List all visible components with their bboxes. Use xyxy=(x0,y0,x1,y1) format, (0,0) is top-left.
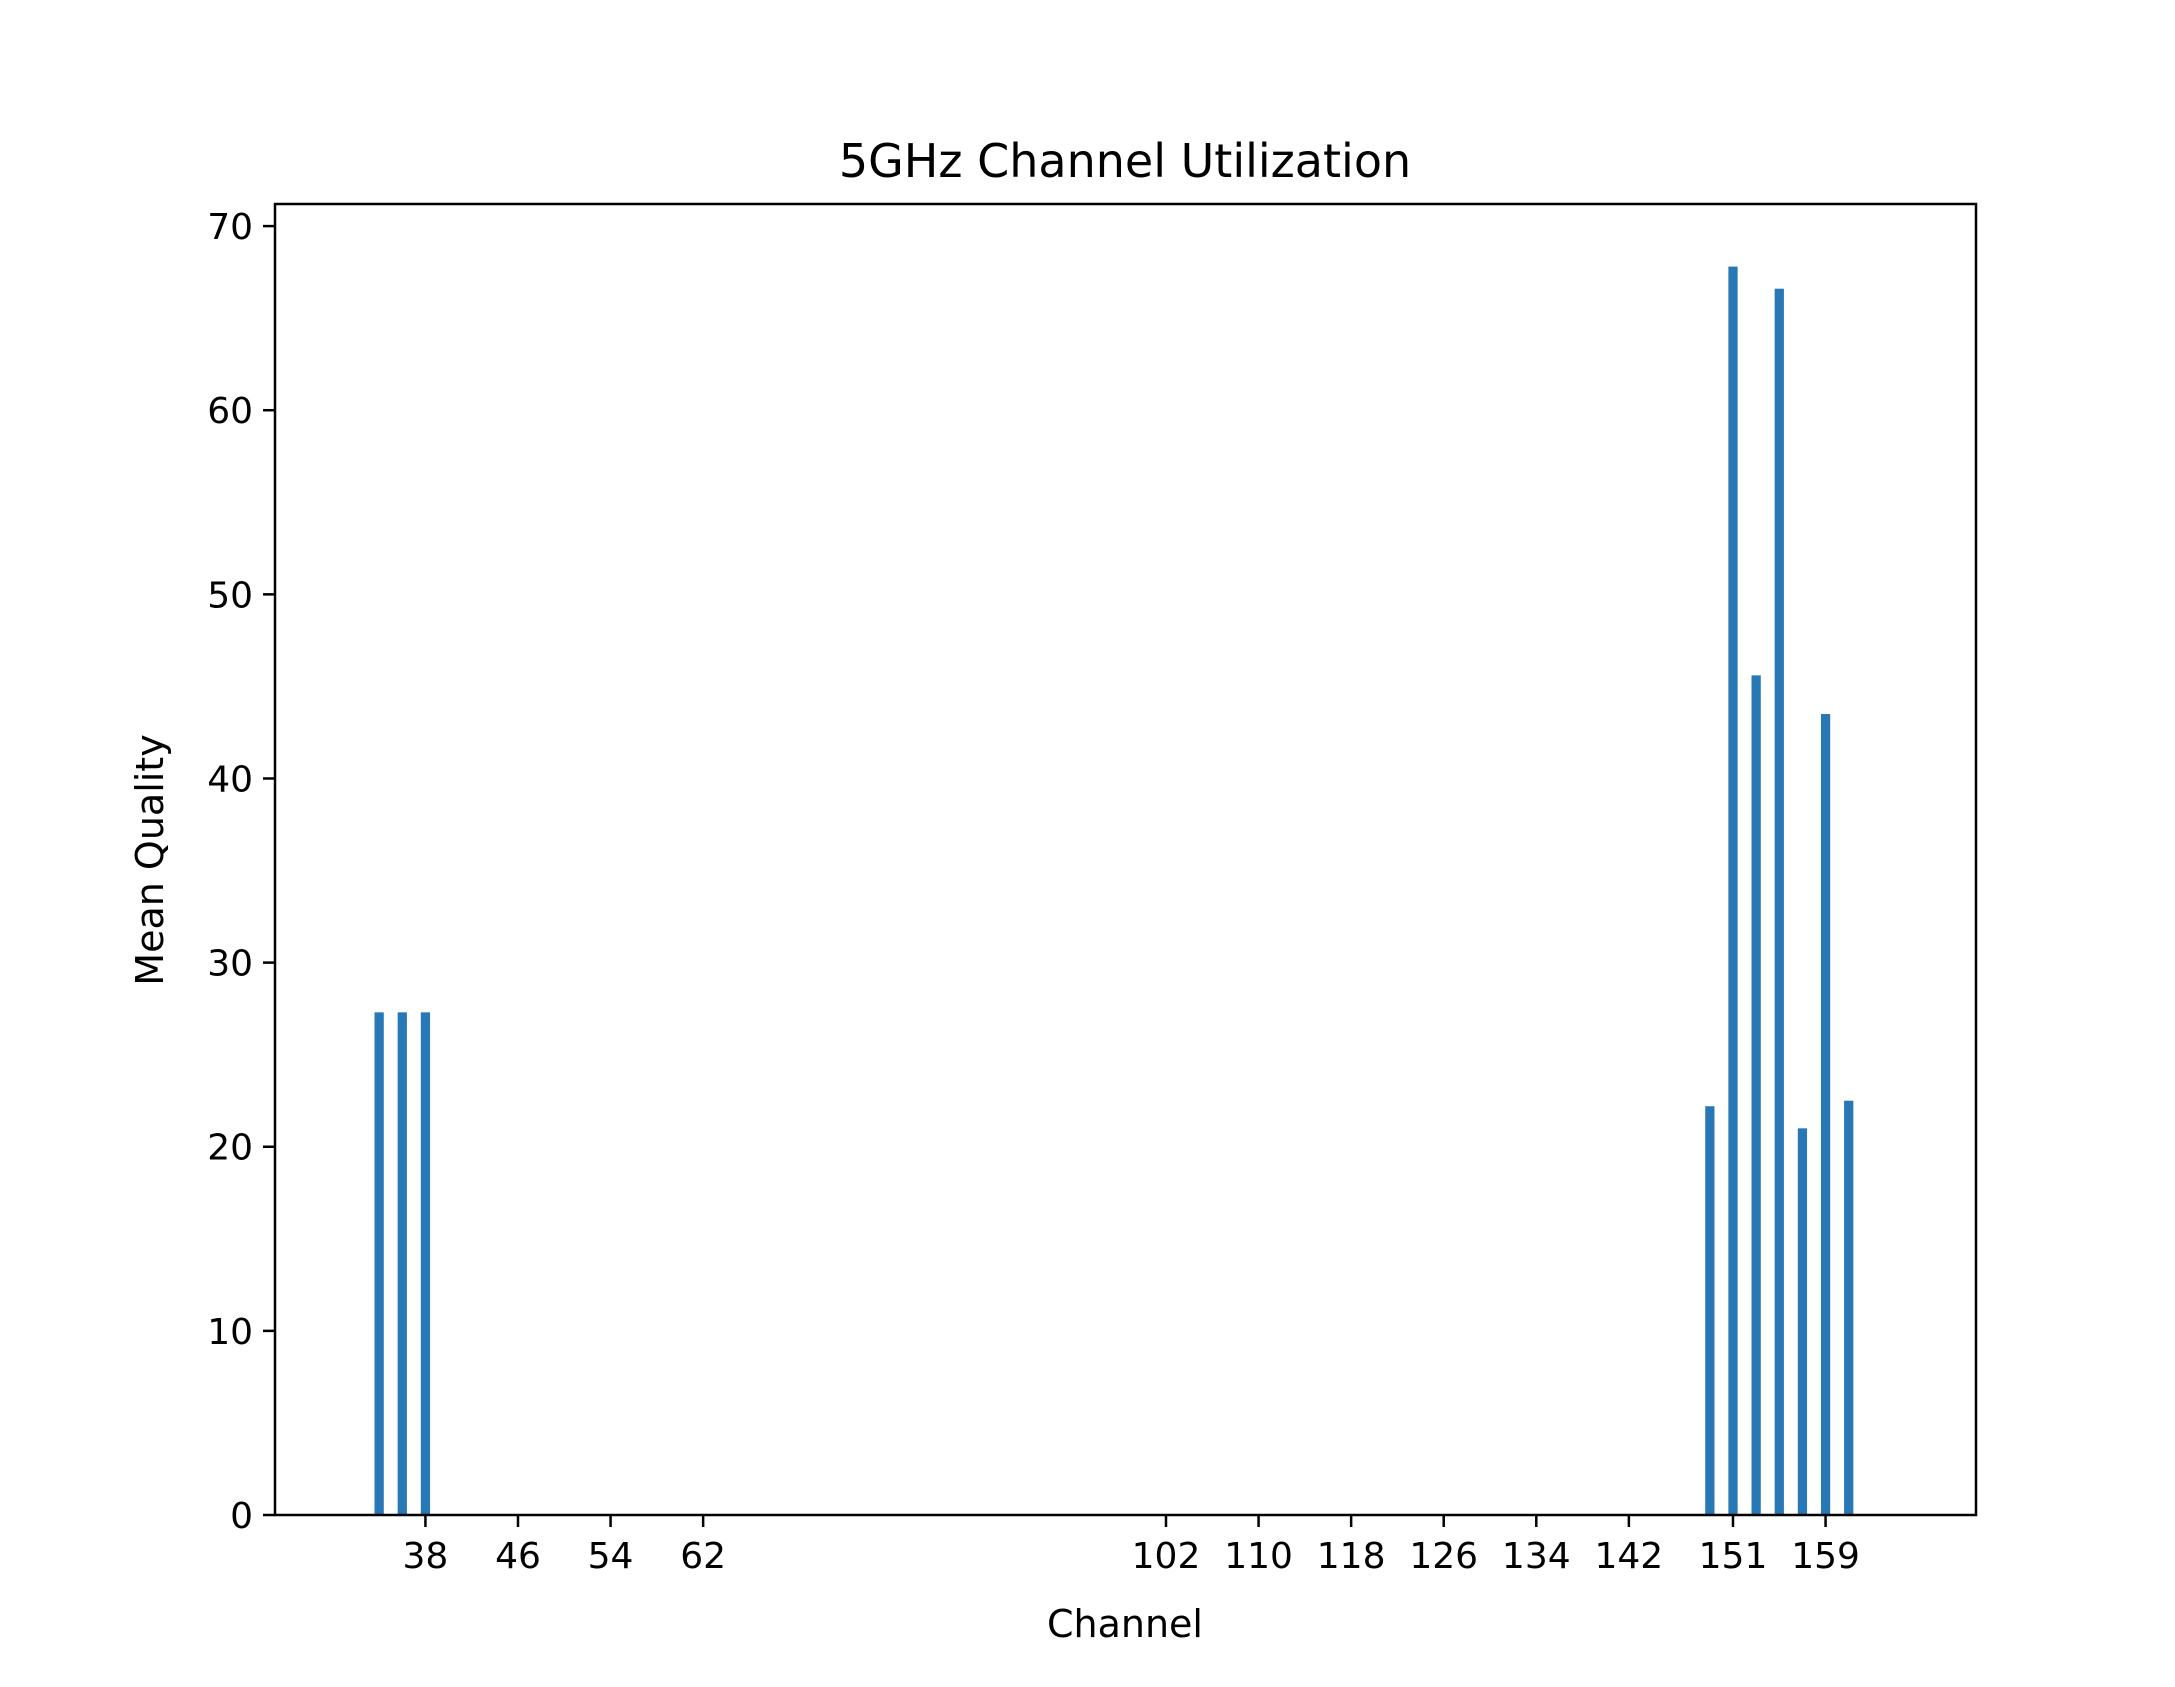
bar-channel-155 xyxy=(1774,288,1784,1515)
chart-title: 5GHz Channel Utilization xyxy=(839,134,1411,188)
bar-channel-157 xyxy=(1797,1128,1808,1515)
bar-channel-153 xyxy=(1751,675,1761,1515)
x-tick-label: 118 xyxy=(1317,1536,1386,1577)
y-tick-label: 10 xyxy=(207,1312,253,1353)
plot-frame xyxy=(273,202,1978,1517)
bar-channel-38 xyxy=(420,1012,431,1515)
x-tick-label: 151 xyxy=(1699,1536,1768,1577)
bar-channel-34 xyxy=(374,1012,384,1515)
x-tick-label: 38 xyxy=(403,1536,449,1577)
x-tick-label: 54 xyxy=(588,1536,634,1577)
y-tick-label: 60 xyxy=(207,391,253,432)
bars-group xyxy=(374,266,1854,1515)
x-tick-label: 110 xyxy=(1224,1536,1293,1577)
ticks-group: 38 46 54 62 102 110 118 126 134 142 151 159 0 10 20 30 4… xyxy=(207,207,1860,1577)
y-tick-label: 40 xyxy=(207,759,253,800)
y-tick-label: 70 xyxy=(207,207,253,248)
x-tick-label: 126 xyxy=(1409,1536,1478,1577)
x-tick-label: 62 xyxy=(680,1536,726,1577)
x-tick-label: 142 xyxy=(1594,1536,1663,1577)
y-axis-label: Mean Quality xyxy=(128,734,172,985)
x-tick-label: 46 xyxy=(495,1536,541,1577)
x-tick-label: 134 xyxy=(1502,1536,1571,1577)
x-tick-label: 159 xyxy=(1791,1536,1860,1577)
bar-channel-36 xyxy=(397,1012,407,1515)
x-tick-label: 102 xyxy=(1132,1536,1201,1577)
x-axis-label: Channel xyxy=(1047,1602,1203,1646)
y-tick-label: 50 xyxy=(207,575,253,616)
bar-channel-161 xyxy=(1844,1100,1854,1515)
bar-channel-151 xyxy=(1728,266,1738,1515)
y-tick-label: 20 xyxy=(207,1128,253,1169)
bar-channel-149 xyxy=(1705,1106,1715,1515)
y-tick-label: 0 xyxy=(230,1496,253,1537)
y-tick-label: 30 xyxy=(207,944,253,985)
bar-channel-159 xyxy=(1820,714,1831,1515)
